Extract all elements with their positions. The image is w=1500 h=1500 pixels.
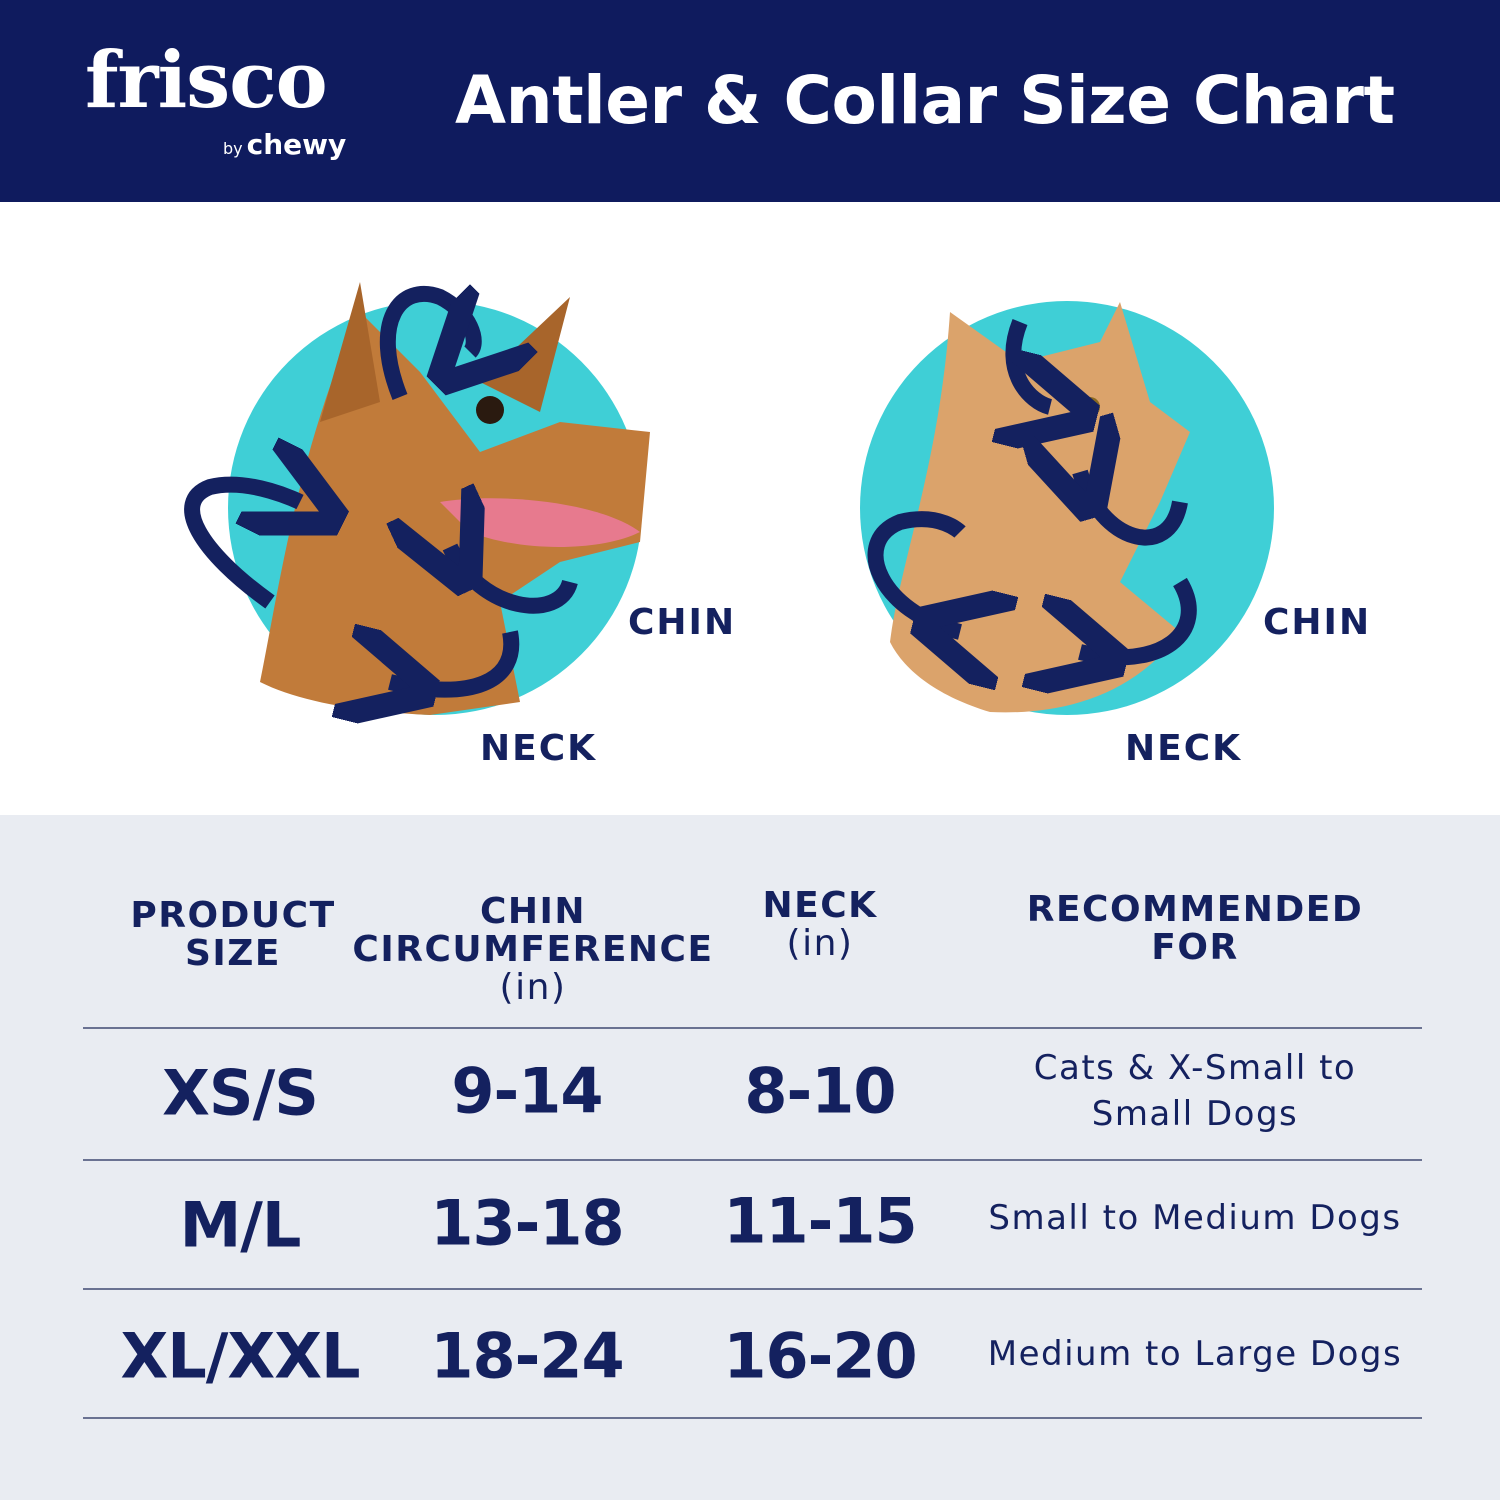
header-chin-circumference: CHIN CIRCUMFERENCE (in) xyxy=(352,893,713,1007)
header-line: FOR xyxy=(1151,927,1239,968)
divider xyxy=(83,1288,1422,1290)
header-line: RECOMMENDED xyxy=(1026,889,1364,930)
cat-arrow-left-icon xyxy=(867,511,960,632)
logo-wordmark: frisco xyxy=(85,35,328,126)
header-neck: NECK (in) xyxy=(762,887,877,963)
cell-neck: 11-15 xyxy=(723,1184,917,1258)
cell-chin: 9-14 xyxy=(451,1054,603,1128)
dog-illustration xyxy=(184,282,650,715)
header-banner: frisco by chewy Antler & Collar Size Char… xyxy=(0,0,1500,202)
dog-eye xyxy=(476,396,504,424)
cat-eye xyxy=(1080,397,1100,417)
measurement-illustration: CHIN NECK CHIN NECK xyxy=(0,202,1500,815)
size-table: PRODUCT SIZE CHIN CIRCUMFERENCE (in) NEC… xyxy=(0,815,1500,1500)
cell-neck: 8-10 xyxy=(744,1054,896,1128)
cat-arrow-top-icon xyxy=(1013,319,1050,407)
cat-chin-arrow-icon xyxy=(1080,472,1188,546)
cat-neck-arrow-icon xyxy=(1080,577,1197,657)
cell-size: M/L xyxy=(179,1188,302,1262)
header-line: NECK xyxy=(762,885,878,926)
cell-recommended: Small to Medium Dogs xyxy=(988,1198,1402,1238)
dog-chin-label: CHIN xyxy=(628,602,737,643)
header-product-size: PRODUCT SIZE xyxy=(130,897,335,973)
header-recommended-for: RECOMMENDED FOR xyxy=(1027,891,1364,967)
cell-recommended: Medium to Large Dogs xyxy=(987,1334,1403,1374)
header-unit: (in) xyxy=(499,967,567,1008)
cell-size: XS/S xyxy=(162,1056,319,1130)
cat-chin-label: CHIN xyxy=(1263,602,1372,643)
dog-arrow-top-icon xyxy=(379,294,474,397)
header-line: CHIN xyxy=(479,891,587,932)
dog-neck-label: NECK xyxy=(480,728,598,769)
header-line: SIZE xyxy=(184,933,282,974)
dog-arrow-left-icon xyxy=(184,485,300,609)
logo-by: by xyxy=(223,139,243,158)
illustration-graphics xyxy=(184,282,1274,815)
cell-neck: 16-20 xyxy=(723,1319,917,1393)
cell-chin: 18-24 xyxy=(430,1319,624,1393)
header-unit: (in) xyxy=(786,923,854,964)
divider xyxy=(83,1417,1422,1419)
cat-illustration xyxy=(860,301,1274,715)
cell-chin: 13-18 xyxy=(430,1186,624,1260)
cell-size: XL/XXL xyxy=(120,1319,360,1393)
divider xyxy=(83,1159,1422,1161)
header-line: PRODUCT xyxy=(130,895,336,936)
header-line: CIRCUMFERENCE xyxy=(352,929,714,970)
divider xyxy=(83,1027,1422,1029)
frisco-logo: frisco by chewy xyxy=(85,35,346,162)
dog-chin-arrow-icon xyxy=(450,547,578,614)
cell-recommended: Cats & X-Small to Small Dogs xyxy=(1033,1048,1357,1134)
logo-subtitle: by chewy xyxy=(223,128,346,161)
page-title: Antler & Collar Size Chart xyxy=(455,62,1395,139)
dog-mouth xyxy=(440,498,640,547)
dog-neck-arrow-icon xyxy=(390,632,520,690)
cat-neck-label: NECK xyxy=(1125,728,1243,769)
logo-chewy: chewy xyxy=(246,128,347,161)
